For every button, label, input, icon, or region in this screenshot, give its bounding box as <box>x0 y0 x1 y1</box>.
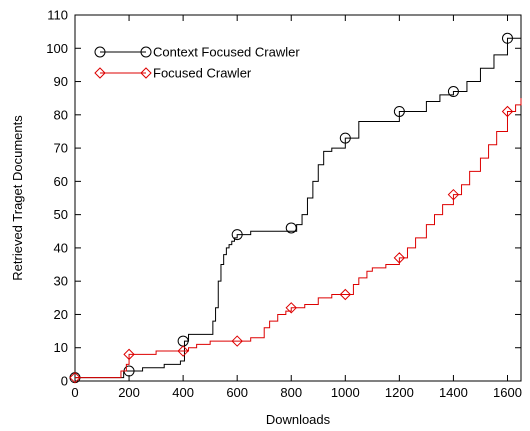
y-tick-label: 90 <box>54 74 68 89</box>
y-tick-label: 60 <box>54 174 68 189</box>
y-tick-label: 0 <box>61 374 68 389</box>
y-tick-label: 10 <box>54 340 68 355</box>
legend-label: Context Focused Crawler <box>153 45 300 60</box>
series-0 <box>69 31 522 384</box>
x-tick-label: 1600 <box>493 385 522 400</box>
plot-area <box>74 14 522 382</box>
data-point <box>231 229 243 241</box>
legend-marker <box>94 67 106 79</box>
legend-item: Context Focused Crawler <box>94 45 300 60</box>
x-tick-label: 1400 <box>439 385 468 400</box>
y-axis-title: Retrieved Traget Documents <box>10 115 25 281</box>
data-point <box>339 288 352 301</box>
data-point <box>501 32 513 44</box>
y-axis: 0 10 20 30 40 50 60 70 80 90 100 110 <box>46 8 521 389</box>
y-tick-label: 100 <box>46 41 68 56</box>
x-axis-title: Downloads <box>266 412 331 427</box>
y-tick-label: 40 <box>54 240 68 255</box>
legend-marker <box>140 46 152 58</box>
data-point <box>285 302 297 314</box>
data-point <box>123 348 135 361</box>
legend: Context Focused Crawler Focused Crawler <box>94 45 300 81</box>
plot-frame <box>74 14 522 382</box>
y-tick-label: 20 <box>54 307 68 322</box>
x-axis: 0 200 400 600 800 1000 1200 1400 1600 <box>71 15 522 400</box>
y-tick-label: 30 <box>54 274 68 289</box>
x-tick-label: 400 <box>172 385 194 400</box>
series-layer <box>69 31 522 384</box>
legend-item: Focused Crawler <box>94 66 252 81</box>
x-tick-label: 0 <box>71 385 78 400</box>
x-tick-label: 1200 <box>385 385 414 400</box>
legend-marker <box>140 67 152 79</box>
data-point <box>177 345 189 357</box>
legend-label: Focused Crawler <box>153 66 252 81</box>
data-point <box>393 252 406 264</box>
data-point <box>339 132 351 144</box>
data-point <box>231 335 243 347</box>
series-1 <box>69 98 522 384</box>
y-tick-label: 50 <box>54 207 68 222</box>
data-point <box>69 371 81 384</box>
y-tick-label: 70 <box>54 141 68 156</box>
series-line <box>75 98 522 379</box>
data-point <box>447 188 460 201</box>
y-tick-label: 80 <box>54 107 68 122</box>
x-tick-label: 1000 <box>331 385 360 400</box>
x-tick-label: 200 <box>118 385 140 400</box>
data-point <box>285 222 297 234</box>
x-tick-label: 800 <box>280 385 302 400</box>
x-tick-label: 600 <box>226 385 248 400</box>
data-point <box>501 105 514 118</box>
data-point <box>393 105 405 117</box>
y-tick-label: 110 <box>47 8 68 23</box>
data-point <box>447 86 459 98</box>
legend-marker <box>94 46 106 58</box>
series-line <box>75 31 522 379</box>
